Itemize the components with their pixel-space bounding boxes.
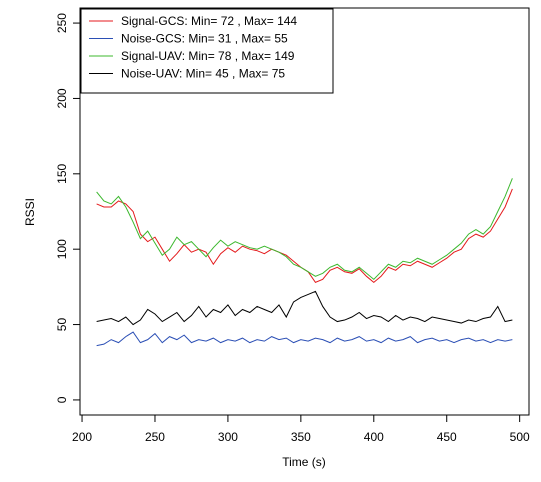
x-tick-label: 300 (218, 430, 238, 444)
plot-frame (79, 7, 530, 416)
y-tick-label: 0 (55, 396, 69, 403)
y-tick-label: 100 (55, 239, 69, 259)
x-tick-label: 250 (145, 430, 165, 444)
x-tick-label: 450 (437, 430, 457, 444)
x-tick-label: 500 (510, 430, 530, 444)
y-axis-label: RSSI (23, 198, 37, 226)
legend-box (80, 8, 334, 94)
x-tick-label: 350 (291, 430, 311, 444)
data-line (96, 178, 513, 281)
x-tick-label: 200 (72, 430, 92, 444)
y-tick-label: 150 (55, 163, 69, 183)
x-tick-label: 400 (364, 430, 384, 444)
y-tick-label: 250 (55, 13, 69, 33)
x-axis-label: Time (s) (282, 455, 326, 469)
legend-label: Signal-UAV: Min= 78 , Max= 149 (121, 49, 295, 63)
data-line (96, 331, 513, 347)
legend-label: Noise-UAV: Min= 45 , Max= 75 (121, 67, 285, 81)
y-tick-label: 50 (55, 318, 69, 332)
legend-label: Noise-GCS: Min= 31 , Max= 55 (121, 32, 288, 46)
legend-label: Signal-GCS: Min= 72 , Max= 144 (121, 14, 297, 28)
y-tick-label: 200 (55, 88, 69, 108)
data-line (96, 188, 513, 283)
data-line (96, 290, 513, 326)
